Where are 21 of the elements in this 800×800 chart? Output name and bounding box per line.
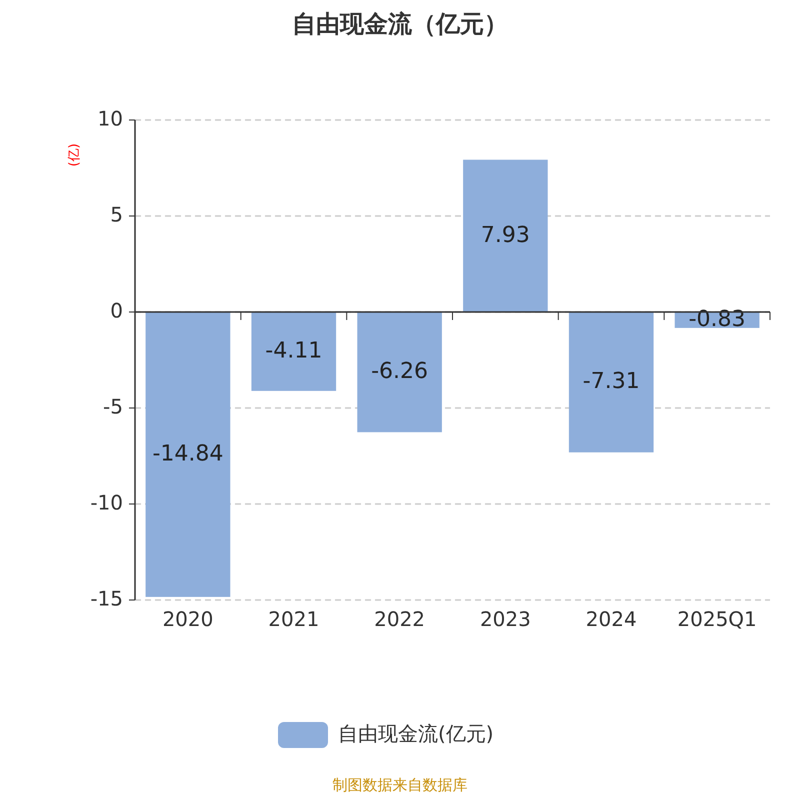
y-tick-label: -5 <box>103 394 123 418</box>
data-label: 7.93 <box>480 222 530 248</box>
y-axis-title: (亿) <box>67 143 82 167</box>
data-label: -6.26 <box>371 359 428 384</box>
x-tick-label: 2021 <box>268 607 320 631</box>
y-tick-label: 5 <box>110 202 123 226</box>
chart-title: 自由现金流（亿元） <box>292 10 508 38</box>
data-label: -4.11 <box>265 338 322 364</box>
x-tick-label: 2025Q1 <box>677 607 757 631</box>
y-tick-label: -10 <box>90 490 123 514</box>
x-tick-label: 2020 <box>162 607 214 631</box>
y-tick-label: 0 <box>110 298 123 322</box>
y-tick-label: -15 <box>90 586 123 610</box>
y-tick-label: 10 <box>98 106 123 130</box>
x-tick-label: 2022 <box>374 607 426 631</box>
x-tick-label: 2023 <box>480 607 531 631</box>
data-label: -14.84 <box>152 441 224 466</box>
x-tick-label: 2024 <box>586 607 637 631</box>
legend-label: 自由现金流(亿元) <box>338 721 494 746</box>
text: 制图数据来自数据库 <box>332 776 468 794</box>
data-label: -7.31 <box>582 369 640 394</box>
